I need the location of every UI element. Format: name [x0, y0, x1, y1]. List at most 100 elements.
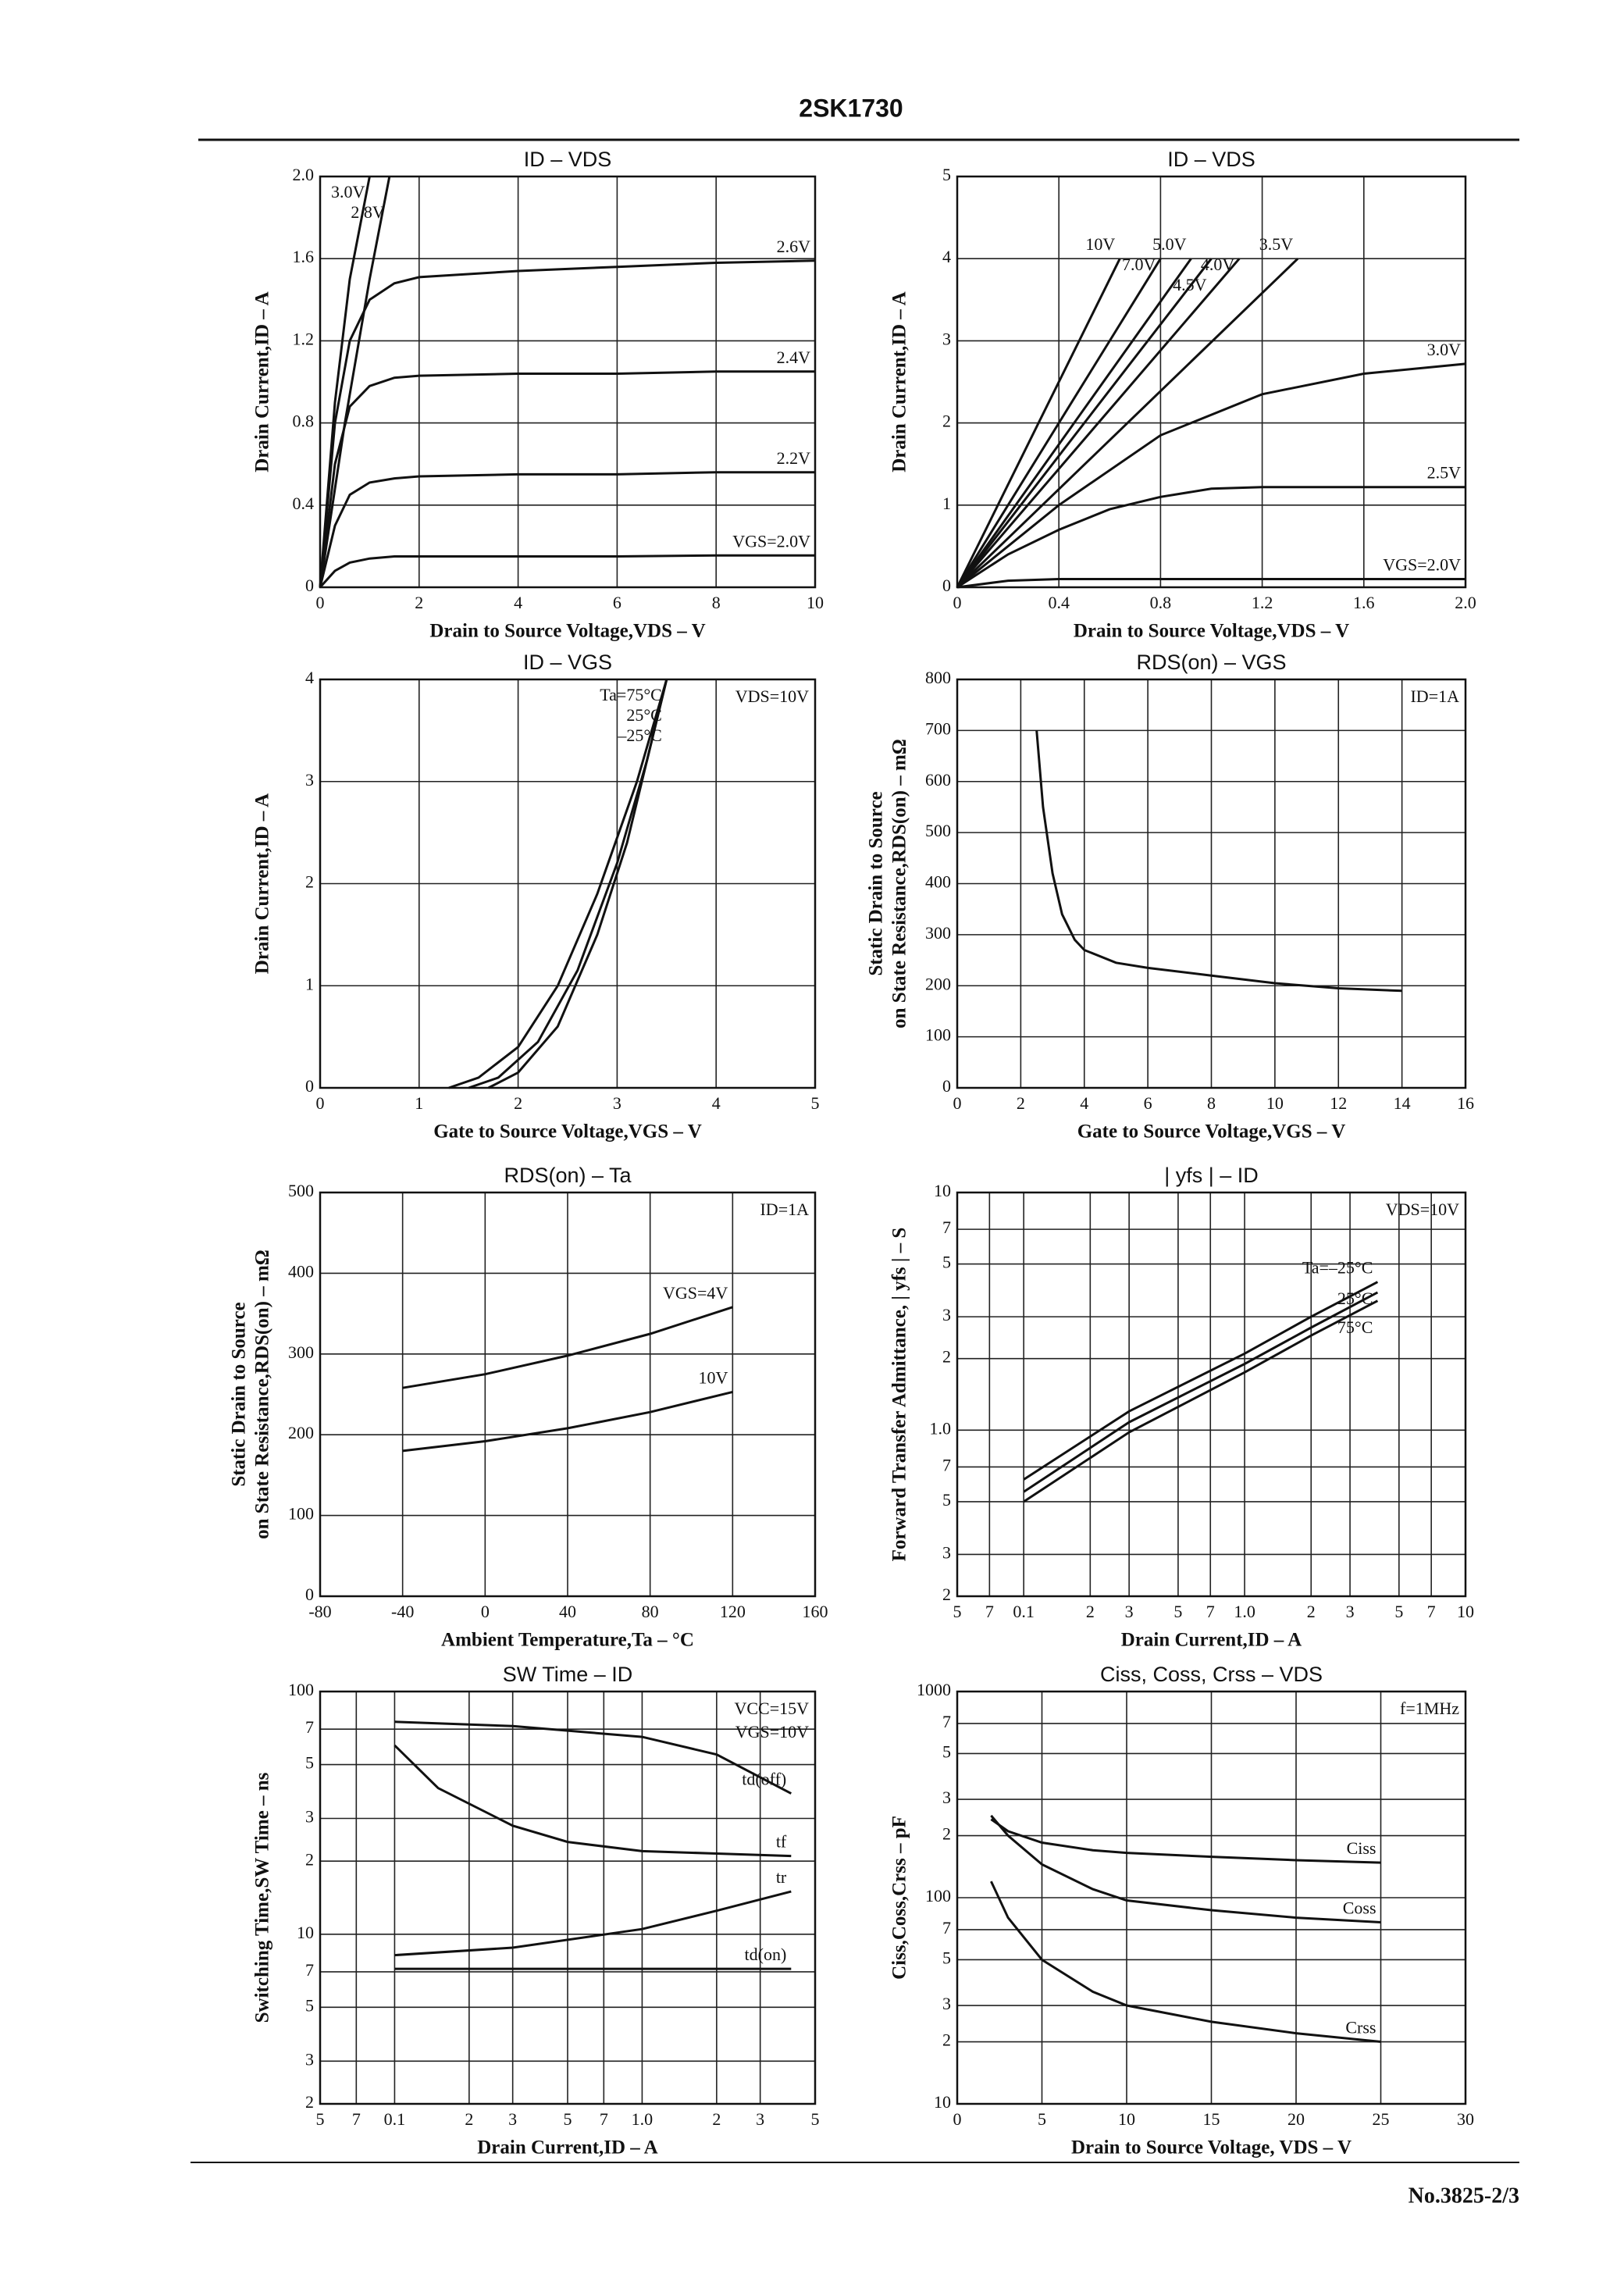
y-tick-label: 7: [305, 1717, 314, 1737]
curve: [1023, 1281, 1379, 1481]
x-tick-label: 5: [811, 1093, 820, 1113]
y-tick-label: 10: [934, 2092, 951, 2112]
chart-title: Ciss, Coss, Crss – VDS: [1100, 1663, 1323, 1686]
curve: [394, 1720, 792, 1795]
curve-label: Coss: [1343, 1898, 1376, 1918]
x-tick-label: 120: [720, 1602, 746, 1621]
y-tick-label: 2: [305, 872, 314, 892]
y-axis-label: Drain Current,ID – A: [252, 793, 273, 974]
x-tick-label: 4: [1080, 1093, 1088, 1113]
curve-label: tf: [776, 1832, 787, 1852]
y-axis-label: Switching Time,SW Time – ns: [252, 1772, 273, 2023]
curve: [319, 471, 815, 588]
x-tick-label: 5: [564, 2109, 572, 2129]
x-tick-label: 15: [1203, 2109, 1220, 2129]
x-tick-label: 5: [316, 2109, 325, 2129]
y-tick-label: 100: [288, 1504, 314, 1524]
curve: [394, 1744, 792, 1858]
curve: [1023, 1299, 1379, 1503]
y-axis-label: Forward Transfer Admittance, | yfs | – S: [889, 1228, 910, 1562]
curve-label: 10V: [698, 1367, 728, 1387]
y-tick-label: 5: [942, 1948, 951, 1968]
curve-label: 2.5V: [1427, 463, 1462, 483]
x-tick-label: 0: [316, 593, 325, 612]
curve: [1035, 730, 1402, 993]
curve: [990, 1881, 1381, 2043]
y-tick-label: 3: [942, 1788, 951, 1807]
curve-label: 3.0V: [331, 182, 365, 201]
y-tick-label: 3: [942, 1305, 951, 1324]
curve: [319, 259, 816, 588]
x-tick-label: 10: [1457, 1602, 1474, 1621]
y-tick-label: 400: [925, 872, 951, 892]
x-axis-label: Gate to Source Voltage,VGS – V: [1077, 1121, 1346, 1143]
curve-label: 2.8V: [351, 202, 385, 222]
y-tick-label: 2.0: [293, 165, 315, 184]
y-tick-label: 3: [305, 770, 314, 790]
y-tick-label: 2: [942, 412, 951, 431]
curve-label: 2.4V: [777, 348, 811, 367]
chart-title: RDS(on) – VGS: [1136, 651, 1286, 674]
y-tick-label: 3: [942, 1994, 951, 2013]
plot-frame: [956, 1191, 1467, 1598]
y-tick-label: 300: [925, 923, 951, 943]
annotation: ID=1A: [1410, 686, 1459, 706]
y-tick-label: 1.6: [293, 247, 315, 266]
x-tick-label: 20: [1287, 2109, 1305, 2129]
y-axis-label: Static Drain to Source: [866, 791, 887, 975]
x-tick-label: -80: [308, 1602, 331, 1621]
y-tick-label: 5: [942, 1253, 951, 1272]
x-tick-label: 5: [811, 2109, 820, 2129]
y-tick-label: 3: [942, 329, 951, 348]
curve: [402, 1390, 733, 1453]
y-tick-label: 2: [305, 2092, 314, 2112]
curve: [402, 1306, 733, 1389]
chart-title: | yfs | – ID: [1164, 1164, 1259, 1187]
x-tick-label: 40: [559, 1602, 576, 1621]
curve-label: 75°C: [1337, 1317, 1373, 1337]
x-axis-label: Drain to Source Voltage,VDS – V: [429, 621, 705, 642]
chart-title: ID – VDS: [524, 148, 612, 171]
curve: [394, 1890, 792, 1957]
y-tick-label: 1000: [917, 1680, 951, 1699]
x-tick-label: 2: [465, 2109, 473, 2129]
y-tick-label: 4: [942, 247, 951, 266]
y-tick-label: 5: [942, 1490, 951, 1510]
x-tick-label: 10: [807, 593, 824, 612]
x-tick-label: 10: [1266, 1093, 1284, 1113]
curve: [956, 578, 1466, 589]
x-tick-label: 0: [953, 2109, 962, 2129]
y-tick-label: 4: [305, 668, 314, 687]
x-tick-label: 0: [953, 593, 962, 612]
y-tick-label: 0: [305, 1585, 314, 1604]
x-tick-label: 14: [1394, 1093, 1411, 1113]
curve: [1023, 1291, 1379, 1493]
page-title: 2SK1730: [799, 94, 903, 122]
curve: [487, 679, 668, 1089]
x-tick-label: 3: [756, 2109, 764, 2129]
y-axis-label: on State Resistance,RDS(on) – mΩ: [889, 739, 910, 1028]
annotation: VCC=15V: [734, 1699, 809, 1718]
plot-frame: [319, 1191, 817, 1598]
x-tick-label: 2: [1017, 1093, 1025, 1113]
curve-label: 5.0V: [1152, 234, 1187, 254]
x-tick-label: 30: [1457, 2109, 1474, 2129]
curve-label: 2.6V: [777, 237, 811, 256]
annotation: f=1MHz: [1400, 1699, 1459, 1718]
chart-title: ID – VDS: [1167, 148, 1255, 171]
curve: [956, 258, 1213, 588]
x-tick-label: 0.8: [1150, 593, 1172, 612]
x-tick-label: 2: [712, 2109, 721, 2129]
curve: [956, 258, 1162, 588]
curve-label: td(on): [745, 1945, 787, 1964]
y-tick-label: 0: [942, 1076, 951, 1096]
y-tick-label: 100: [925, 1886, 951, 1905]
x-tick-label: 5: [1173, 1602, 1182, 1621]
curve: [448, 679, 668, 1089]
y-tick-label: 600: [925, 770, 951, 790]
y-tick-label: 2: [942, 2030, 951, 2050]
plot-frame: [319, 678, 817, 1089]
y-tick-label: 2: [942, 1347, 951, 1367]
x-tick-label: 3: [613, 1093, 621, 1113]
